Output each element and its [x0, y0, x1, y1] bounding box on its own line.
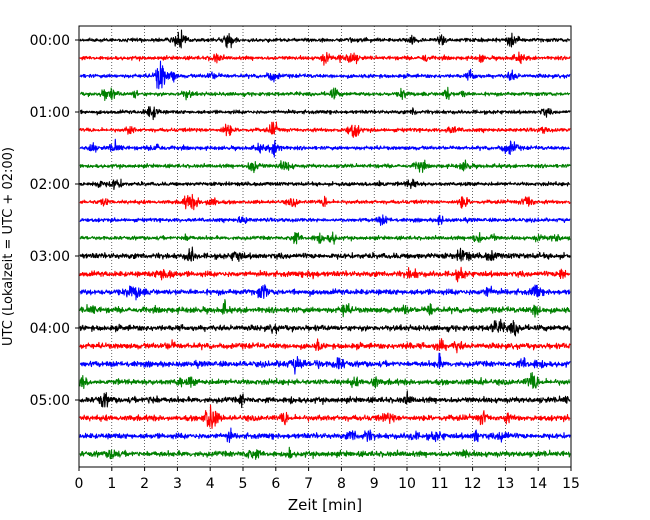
seismogram-trace: [79, 352, 571, 375]
seismogram-trace: [79, 371, 571, 390]
x-tick-label: 10: [398, 476, 416, 492]
x-tick-label: 5: [239, 476, 248, 492]
seismogram-trace: [79, 159, 571, 174]
seismogram-trace: [79, 51, 571, 66]
seismogram-trace: [79, 266, 571, 283]
x-tick-label: 4: [206, 476, 215, 492]
seismogram-trace: [79, 29, 571, 49]
x-tick-label: 14: [529, 476, 547, 492]
seismogram-trace: [79, 231, 571, 245]
seismogram-trace: [79, 138, 571, 158]
seismogram-trace: [79, 427, 571, 444]
seismogram-trace: [79, 390, 571, 409]
seismogram-trace: [79, 284, 571, 301]
y-tick-label: 00:00: [30, 33, 70, 49]
seismogram-trace: [79, 214, 571, 226]
x-axis-ticks: 0 1 2 3 4 5 6 7 8 9 10 11 12 13 14 15: [75, 467, 580, 492]
x-tick-label: 6: [271, 476, 280, 492]
seismogram-trace: [79, 246, 571, 262]
x-axis-label: Zeit [min]: [288, 496, 362, 514]
plot-frame: [78, 25, 572, 468]
seismogram-traces: [79, 29, 571, 460]
seismogram-trace: [79, 446, 571, 460]
x-tick-label: 2: [140, 476, 149, 492]
x-tick-label: 3: [173, 476, 182, 492]
x-tick-label: 13: [496, 476, 514, 492]
y-axis-label: UTC (Lokalzeit = UTC + 02:00): [1, 147, 16, 346]
y-tick-label: 05:00: [30, 393, 70, 409]
seismogram-trace: [79, 106, 571, 121]
x-tick-label: 8: [337, 476, 346, 492]
x-tick-label: 12: [464, 476, 482, 492]
seismogram-trace: [79, 121, 571, 138]
x-tick-label: 7: [304, 476, 313, 492]
seismogram-trace: [79, 318, 571, 337]
y-tick-label: 04:00: [30, 321, 70, 337]
seismogram-trace: [79, 86, 571, 102]
seismogram-trace: [79, 338, 571, 354]
y-tick-label: 02:00: [30, 177, 70, 193]
x-tick-label: 15: [562, 476, 580, 492]
seismogram-trace: [79, 193, 571, 211]
y-axis-ticks: 00:00 01:00 02:00 03:00 04:00 05:00: [30, 33, 79, 409]
seismogram-trace: [79, 60, 571, 90]
seismogram-trace: [79, 404, 571, 429]
seismogram-trace: [79, 178, 571, 191]
y-tick-label: 01:00: [30, 105, 70, 121]
x-tick-label: 11: [431, 476, 449, 492]
y-tick-label: 03:00: [30, 249, 70, 265]
x-tick-label: 1: [107, 476, 116, 492]
seismogram-trace: [79, 299, 571, 318]
x-tick-label: 9: [370, 476, 379, 492]
x-tick-label: 0: [75, 476, 84, 492]
